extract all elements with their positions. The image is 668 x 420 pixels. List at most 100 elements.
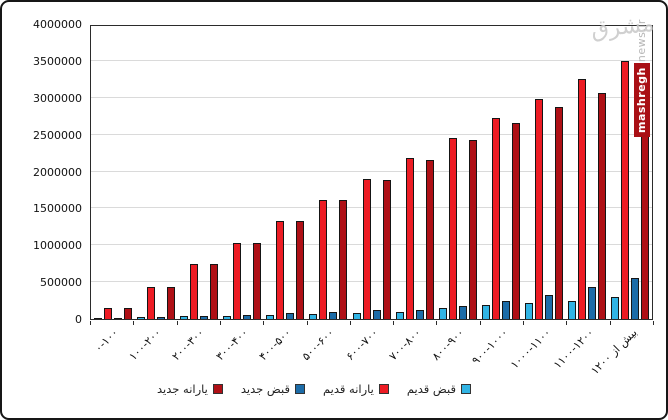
- bar: [233, 243, 242, 319]
- legend-item: قبض قدیم: [407, 382, 471, 396]
- bar: [545, 295, 554, 319]
- x-axis-category-label: ۱۰۰۰-۱۱۰۰: [507, 326, 554, 372]
- bar: [382, 179, 391, 319]
- bar: [525, 302, 534, 319]
- bar: [438, 308, 447, 319]
- bar: [352, 312, 361, 319]
- bar: [146, 286, 155, 319]
- x-axis-tick: [176, 321, 178, 325]
- bar-group: [307, 26, 350, 319]
- bar-group: [177, 26, 220, 319]
- legend-swatch: [378, 384, 389, 394]
- gridline: [91, 59, 652, 61]
- bar-group: [264, 26, 307, 319]
- legend-label: قبض قدیم: [406, 382, 456, 396]
- legend-swatch: [212, 384, 223, 394]
- bar: [156, 316, 165, 319]
- gridline: [91, 96, 652, 98]
- bar: [209, 264, 218, 319]
- bar: [309, 313, 318, 319]
- y-axis-tick-label: 0: [75, 313, 82, 326]
- x-axis-category-label: ۸۰۰-۹۰۰: [429, 326, 467, 364]
- bar: [511, 122, 520, 319]
- y-axis-tick-label: 2000000: [33, 165, 82, 179]
- x-axis-tick: [90, 321, 91, 325]
- y-axis-tick-label: 4000000: [33, 18, 82, 31]
- legend-item: قبض جدید: [241, 382, 305, 396]
- bar: [448, 137, 457, 319]
- legend-item: یارانه قدیم: [323, 382, 389, 396]
- x-axis-category-label: ۶۰۰-۷۰۰: [343, 326, 381, 364]
- x-axis-category-label: ۰-۱۰۰: [91, 326, 121, 355]
- legend-swatch: [460, 384, 471, 394]
- bar: [329, 312, 338, 319]
- bar-group: [350, 26, 393, 319]
- bar: [276, 220, 285, 319]
- legend-label: قبض جدید: [240, 382, 290, 396]
- watermark-brand-text: mashregh: [634, 63, 650, 137]
- bar: [113, 317, 122, 319]
- bar: [611, 296, 620, 319]
- x-axis-tick: [393, 321, 395, 325]
- bar: [555, 107, 564, 319]
- x-axis-tick: [653, 321, 654, 325]
- legend-label: یارانه جدید: [157, 382, 208, 396]
- bar-group: [436, 26, 479, 319]
- x-axis-category-label: ۵۰۰-۶۰۰: [299, 326, 337, 364]
- bar: [199, 315, 208, 319]
- bar: [535, 98, 544, 319]
- legend-label: یارانه قدیم: [322, 382, 374, 396]
- bar: [468, 139, 477, 319]
- bar: [568, 300, 577, 319]
- bar: [93, 317, 102, 319]
- bar: [253, 243, 262, 319]
- bar-group: [91, 26, 134, 319]
- y-axis-tick-label: 3500000: [33, 54, 82, 68]
- plot-area: [90, 25, 653, 320]
- x-axis-category-label: ۷۰۰-۸۰۰: [386, 326, 424, 364]
- x-axis-tick: [479, 321, 481, 325]
- x-axis-category-label: ۳۰۰-۴۰۰: [213, 326, 251, 364]
- bar: [598, 93, 607, 319]
- x-axis-category-label: ۲۰۰-۳۰۰: [169, 326, 207, 364]
- bar: [481, 305, 490, 319]
- y-axis-tick-label: 500000: [40, 276, 82, 290]
- x-axis-tick: [523, 321, 525, 325]
- mashregh-watermark: mashreghnews.ir: [634, 19, 651, 137]
- bar-group: [609, 26, 652, 319]
- gridline: [91, 133, 652, 135]
- bar: [266, 314, 275, 319]
- gridline: [91, 244, 652, 246]
- bar: [296, 221, 305, 319]
- x-axis-category-label: بیش از ۱۲۰۰: [588, 326, 641, 378]
- bar: [189, 264, 198, 319]
- chart-legend: یارانه جدید قبض جدید یارانه قدیم قبض قدیم: [2, 382, 646, 396]
- bar: [286, 313, 295, 319]
- bar: [458, 305, 467, 319]
- x-axis-tick: [219, 321, 221, 325]
- bar-group: [134, 26, 177, 319]
- gridline: [91, 170, 652, 172]
- x-axis-category-label: ۱۰۰-۲۰۰: [126, 326, 164, 364]
- x-axis-category-label: ۹۰۰-۱۰۰۰: [468, 326, 511, 368]
- bar: [501, 301, 510, 319]
- bar: [179, 316, 188, 319]
- y-axis-tick-label: 3000000: [33, 91, 82, 105]
- bar: [578, 79, 587, 319]
- gridline: [91, 281, 652, 283]
- bar: [123, 307, 132, 319]
- x-axis-tick: [263, 321, 265, 325]
- bar: [631, 277, 640, 319]
- x-axis-tick: [609, 321, 611, 325]
- bar: [588, 286, 597, 319]
- bar: [491, 118, 500, 319]
- bar: [166, 286, 175, 319]
- bar: [415, 310, 424, 319]
- bar: [621, 60, 630, 319]
- bar: [405, 158, 414, 319]
- bar-group: [523, 26, 566, 319]
- bar-group: [479, 26, 522, 319]
- x-axis-tick: [566, 321, 568, 325]
- x-axis-tick: [306, 321, 308, 325]
